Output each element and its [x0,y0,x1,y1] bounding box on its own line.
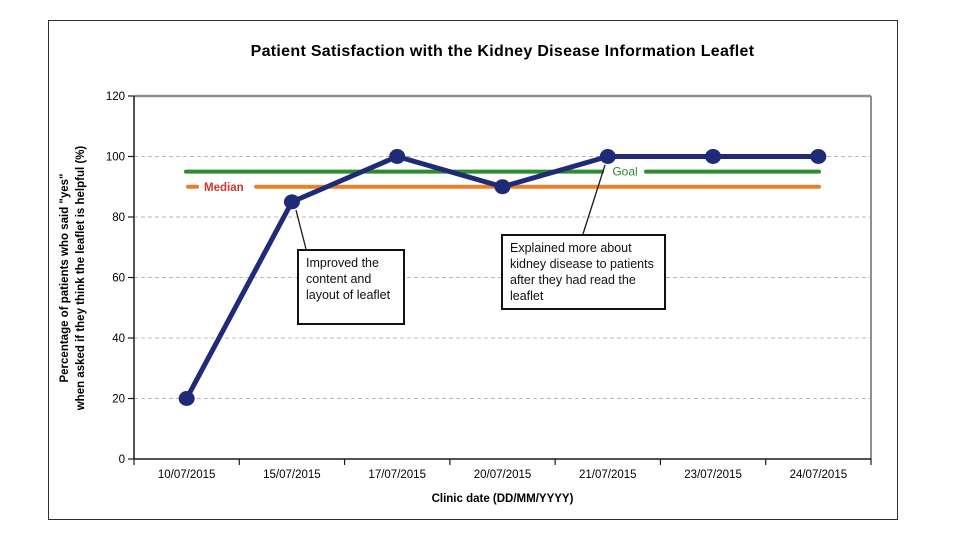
x-tick-label: 20/07/2015 [474,469,532,481]
slide: Patient Satisfaction with the Kidney Dis… [48,20,898,520]
data-point-marker [599,149,616,164]
x-tick-label: 17/07/2015 [368,469,426,481]
data-point-marker [494,179,511,195]
y-axis-title-line1: Percentage of patients who said "yes" [59,173,71,383]
x-tick-label: 21/07/2015 [579,469,637,481]
data-point-marker [178,391,195,406]
y-axis-title: Percentage of patients who said "yes" wh… [57,88,91,468]
data-point-marker [705,149,722,164]
y-axis-title-line2: when asked if they think the leaflet is … [75,145,88,411]
annotation-box-explained-more: Explained more about kidney disease to p… [501,234,666,310]
x-tick-label: 10/07/2015 [158,469,216,481]
annotation-callout-line [295,209,307,250]
x-tick-label: 23/07/2015 [684,469,742,481]
x-axis-title: Clinic date (DD/MM/YYYY) [431,493,574,505]
x-tick-label: 15/07/2015 [263,469,321,481]
data-point-marker [389,149,406,164]
y-tick-label: 40 [112,333,125,345]
y-tick-label: 80 [112,212,125,224]
reference-label-goal: Goal [612,165,637,179]
y-tick-label: 120 [106,91,125,103]
y-tick-label: 100 [106,152,125,164]
x-tick-label: 24/07/2015 [790,469,848,481]
line-chart: 0 20 40 60 80 100 120 10/07/2015 15/07/2015 17/07… [106,91,872,481]
data-point-marker [810,149,827,164]
chart-title: Patient Satisfaction with the Kidney Dis… [250,43,755,60]
annotation-callout-line [582,164,606,235]
y-tick-label: 20 [112,394,125,406]
y-tick-label: 60 [112,273,125,285]
reference-label-median: Median [204,182,244,194]
annotation-box-improved-leaflet: Improved the content and layout of leafl… [297,249,405,325]
y-tick-label: 0 [119,454,125,466]
data-point-marker [283,194,300,210]
